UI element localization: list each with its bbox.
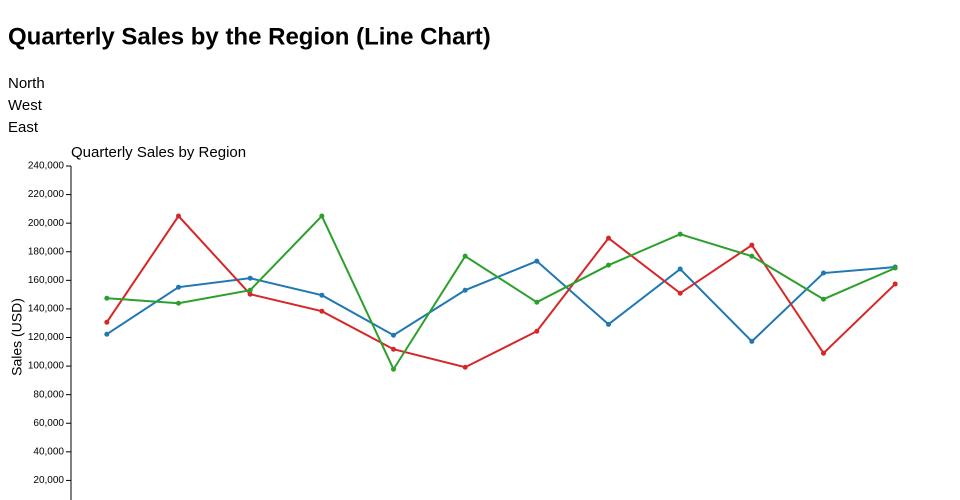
series-line xyxy=(106,260,896,343)
y-tick-label: 200,000 xyxy=(28,218,65,229)
y-tick-label: 140,000 xyxy=(28,304,65,315)
data-point xyxy=(462,287,468,293)
data-point xyxy=(677,290,683,296)
y-tick-label: 220,000 xyxy=(28,189,65,200)
series-line xyxy=(106,214,896,372)
y-tick-label: 160,000 xyxy=(28,275,65,286)
data-point xyxy=(677,231,683,237)
data-point xyxy=(534,299,540,305)
data-point xyxy=(749,242,755,248)
data-point xyxy=(247,275,253,281)
data-point xyxy=(391,346,396,352)
data-point xyxy=(606,235,611,241)
data-point xyxy=(749,338,755,344)
data-point xyxy=(606,262,611,268)
data-point xyxy=(319,308,325,314)
y-axis-label: Sales (USD) xyxy=(9,298,25,376)
data-point xyxy=(319,292,325,298)
data-point xyxy=(391,366,396,372)
data-point xyxy=(247,287,253,293)
y-tick-label: 20,000 xyxy=(33,475,64,486)
data-point xyxy=(391,332,396,338)
data-point xyxy=(104,319,110,325)
y-tick-label: 240,000 xyxy=(28,161,65,172)
y-tick-label: 80,000 xyxy=(33,389,64,400)
data-point xyxy=(534,258,540,264)
data-point xyxy=(892,265,898,271)
series-line xyxy=(106,214,896,369)
legend-entry: West xyxy=(8,97,43,114)
data-point xyxy=(606,321,611,327)
data-point xyxy=(821,270,826,276)
page-title: Quarterly Sales by the Region (Line Char… xyxy=(8,23,491,50)
data-point xyxy=(821,350,826,356)
y-tick-label: 120,000 xyxy=(28,332,65,343)
y-tick-label: 100,000 xyxy=(28,361,65,372)
data-point xyxy=(892,281,898,287)
data-point xyxy=(104,295,110,301)
data-point xyxy=(462,253,468,259)
y-tick-label: 180,000 xyxy=(28,246,65,257)
data-point xyxy=(821,296,826,302)
data-point xyxy=(176,213,181,219)
data-point xyxy=(534,328,540,334)
chart-title: Quarterly Sales by Region xyxy=(71,144,246,161)
legend-entry: North xyxy=(8,75,45,92)
legend-entry: East xyxy=(8,119,39,136)
y-tick-label: 60,000 xyxy=(33,418,64,429)
y-tick-label: 40,000 xyxy=(33,446,64,457)
data-point xyxy=(247,291,253,297)
data-point xyxy=(462,364,468,370)
data-point xyxy=(319,213,325,219)
data-point xyxy=(176,284,181,290)
data-point xyxy=(176,300,181,306)
data-point xyxy=(104,331,110,337)
data-point xyxy=(749,253,755,259)
data-point xyxy=(677,266,683,272)
